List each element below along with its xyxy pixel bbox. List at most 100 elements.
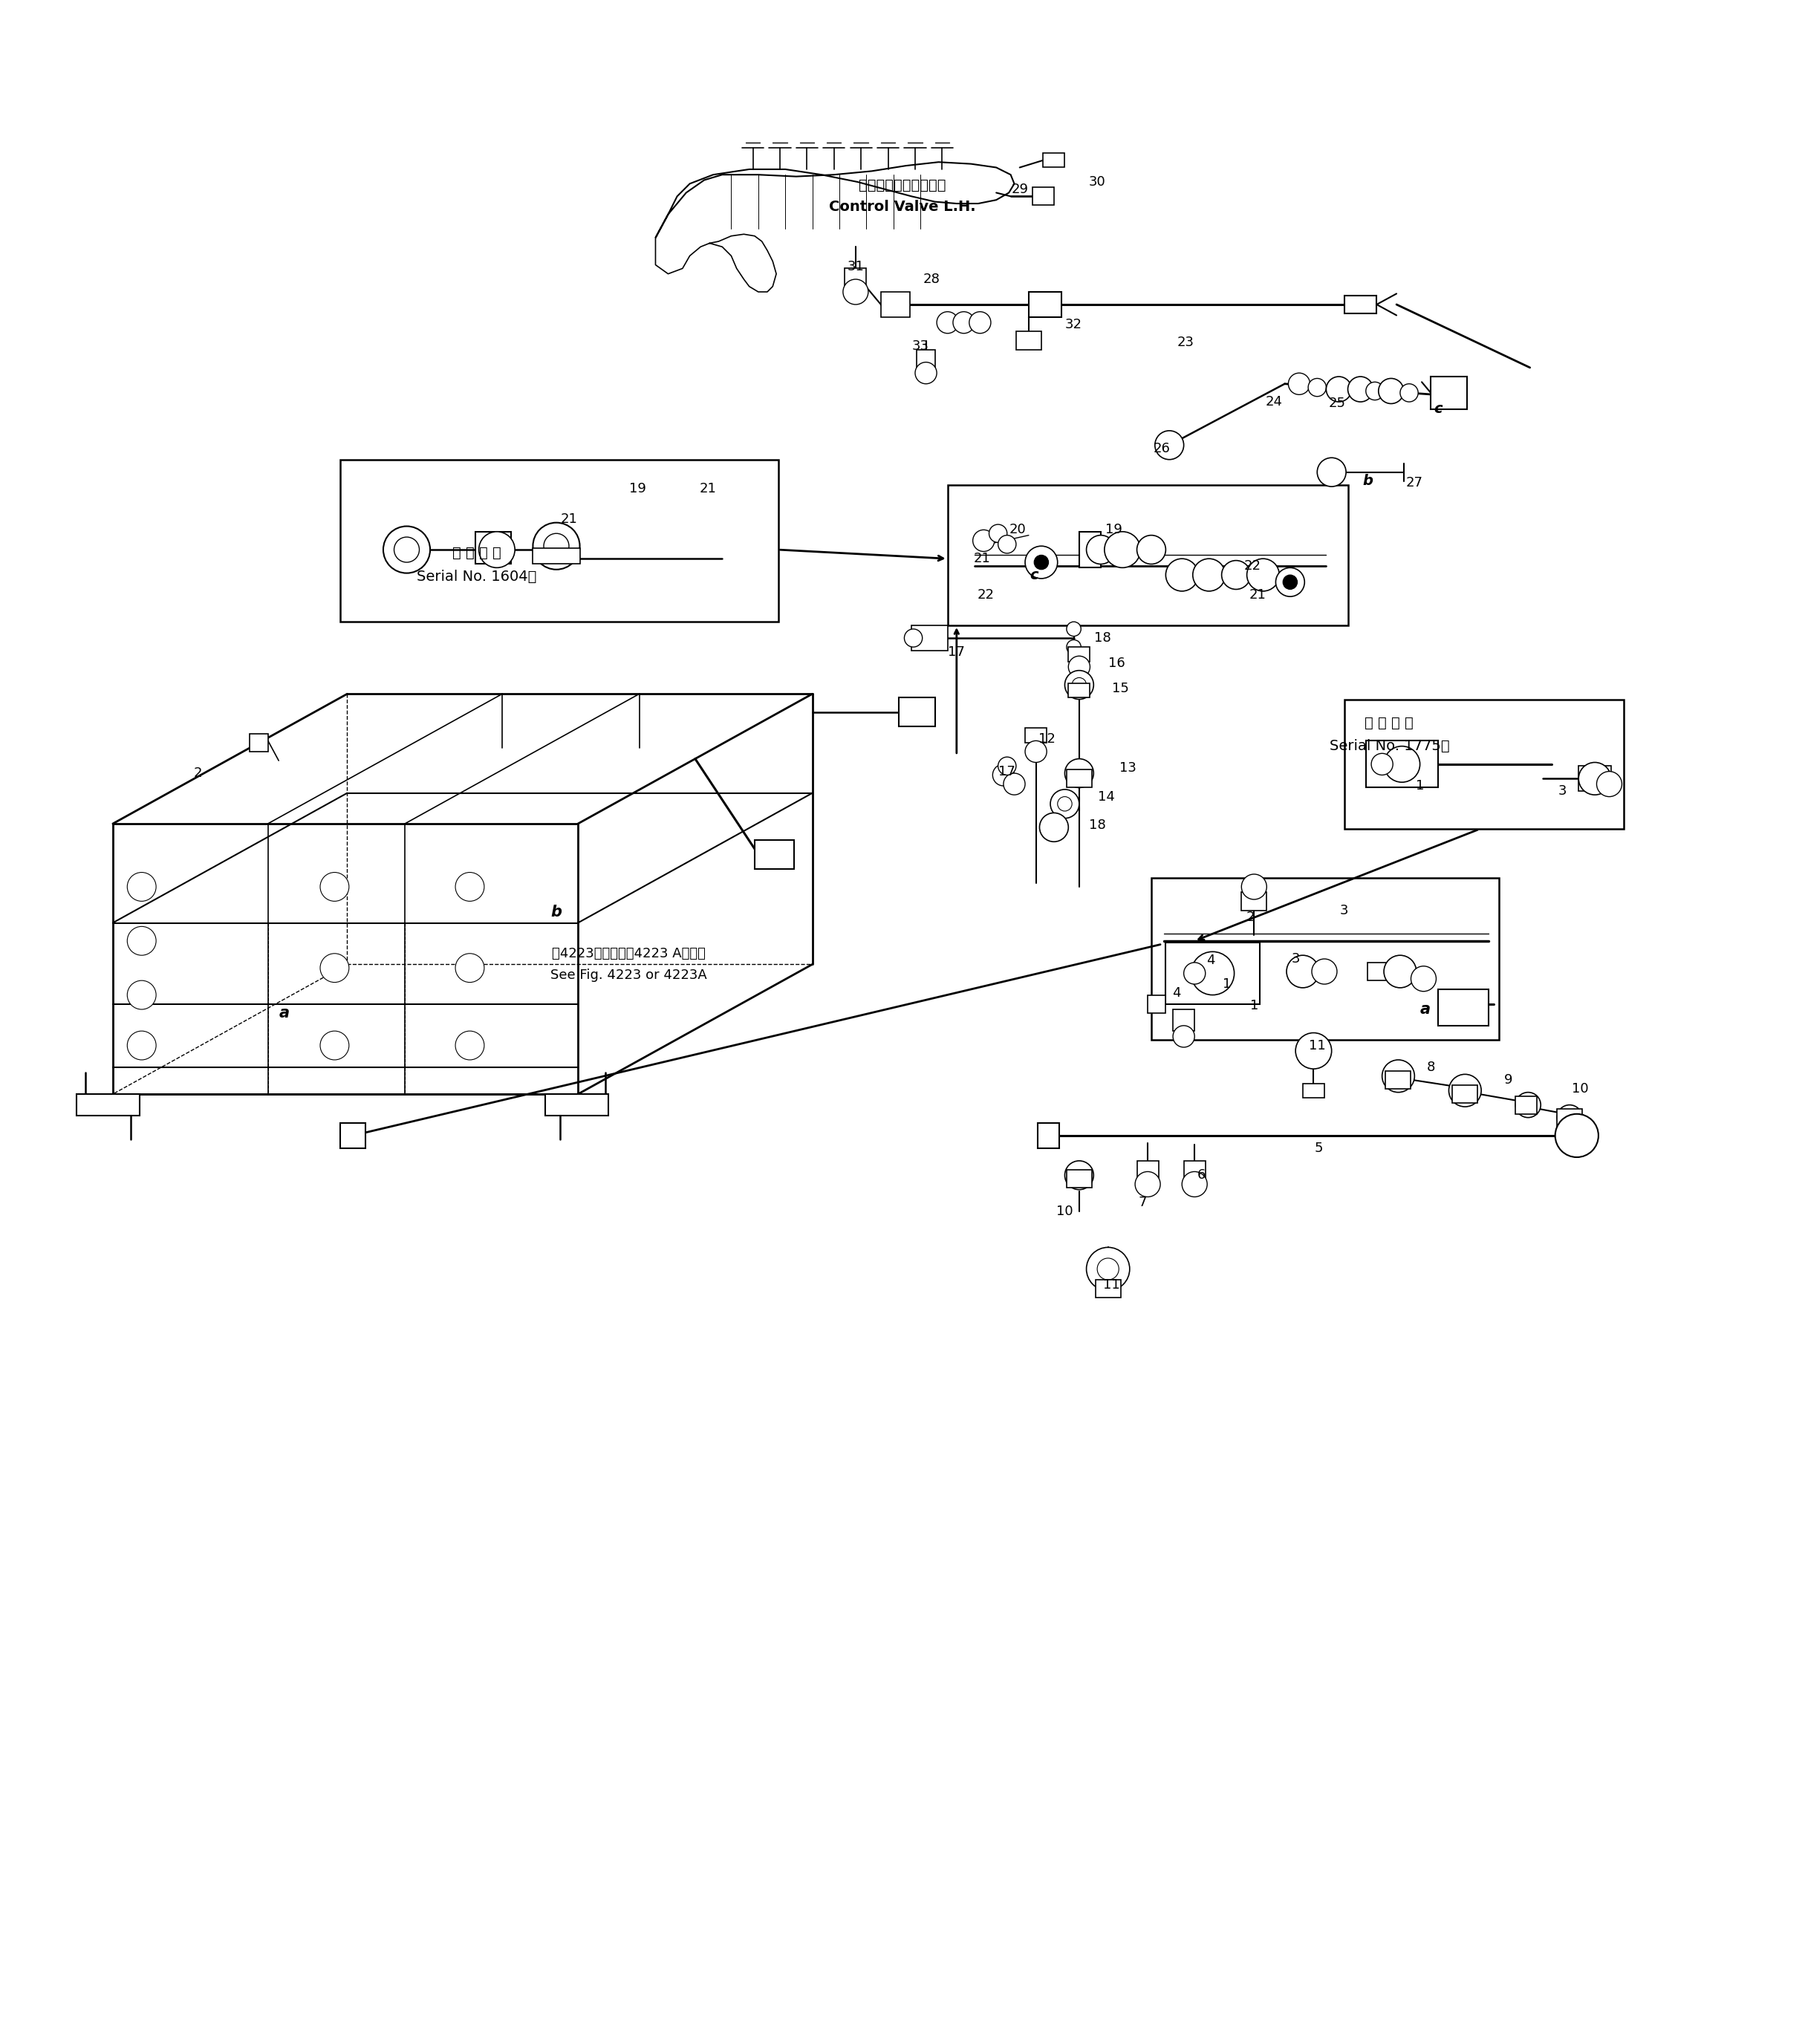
Circle shape bbox=[1247, 558, 1280, 591]
Text: 4: 4 bbox=[1206, 955, 1215, 967]
Circle shape bbox=[1025, 546, 1058, 578]
Bar bbox=[1067, 771, 1092, 787]
Circle shape bbox=[1366, 382, 1384, 401]
Circle shape bbox=[1296, 1032, 1332, 1069]
Bar bbox=[1242, 891, 1267, 910]
Circle shape bbox=[993, 764, 1014, 785]
Text: 19: 19 bbox=[628, 482, 646, 495]
Circle shape bbox=[1384, 955, 1417, 987]
Circle shape bbox=[1065, 758, 1094, 787]
Circle shape bbox=[1222, 560, 1251, 589]
Circle shape bbox=[1309, 378, 1327, 397]
Circle shape bbox=[1516, 1091, 1541, 1118]
Circle shape bbox=[973, 529, 995, 552]
Bar bbox=[754, 840, 794, 869]
Bar bbox=[1096, 1280, 1121, 1298]
Text: 2: 2 bbox=[193, 766, 202, 781]
Bar bbox=[1431, 376, 1467, 409]
Circle shape bbox=[904, 630, 922, 648]
Circle shape bbox=[1137, 536, 1166, 564]
Text: Serial No. 1775～: Serial No. 1775～ bbox=[1328, 740, 1449, 754]
Circle shape bbox=[1318, 458, 1347, 486]
Circle shape bbox=[455, 1030, 484, 1061]
Circle shape bbox=[126, 1030, 155, 1061]
Text: 1: 1 bbox=[1222, 977, 1231, 991]
Circle shape bbox=[1058, 797, 1072, 811]
Circle shape bbox=[319, 953, 348, 983]
Circle shape bbox=[1087, 536, 1115, 564]
Bar bbox=[1079, 531, 1101, 568]
Text: 27: 27 bbox=[1406, 476, 1422, 491]
Bar bbox=[1043, 153, 1065, 168]
Circle shape bbox=[953, 311, 975, 333]
Circle shape bbox=[1065, 1161, 1094, 1190]
Bar bbox=[912, 625, 948, 650]
Circle shape bbox=[1558, 1106, 1583, 1130]
Text: 18: 18 bbox=[1094, 632, 1112, 644]
Bar bbox=[78, 1094, 139, 1116]
Text: c: c bbox=[1031, 568, 1038, 583]
Circle shape bbox=[1191, 953, 1235, 995]
Bar bbox=[339, 1122, 365, 1149]
Bar bbox=[1069, 683, 1090, 697]
Circle shape bbox=[937, 311, 958, 333]
Circle shape bbox=[969, 311, 991, 333]
Circle shape bbox=[1004, 773, 1025, 795]
Text: a: a bbox=[1421, 1002, 1431, 1016]
Text: c: c bbox=[1433, 403, 1442, 417]
Circle shape bbox=[1242, 875, 1267, 899]
Circle shape bbox=[319, 873, 348, 901]
Text: 適 用 号 機: 適 用 号 機 bbox=[1365, 715, 1413, 730]
Circle shape bbox=[1384, 746, 1421, 783]
Bar bbox=[1173, 1010, 1195, 1030]
Circle shape bbox=[1065, 670, 1094, 699]
Bar bbox=[545, 1094, 608, 1116]
Circle shape bbox=[383, 525, 430, 572]
Text: See Fig. 4223 or 4223A: See Fig. 4223 or 4223A bbox=[551, 969, 708, 981]
Bar bbox=[1453, 1085, 1478, 1104]
Bar bbox=[917, 350, 935, 368]
Circle shape bbox=[1556, 1114, 1599, 1157]
Circle shape bbox=[989, 525, 1007, 542]
Text: Control Valve L.H.: Control Valve L.H. bbox=[828, 200, 977, 215]
Text: 21: 21 bbox=[561, 513, 578, 525]
Text: b: b bbox=[551, 905, 561, 920]
Text: 22: 22 bbox=[977, 589, 995, 601]
Bar bbox=[1025, 728, 1047, 742]
Circle shape bbox=[1155, 431, 1184, 460]
Bar bbox=[1032, 188, 1054, 204]
Text: 3: 3 bbox=[1291, 953, 1300, 965]
Bar bbox=[899, 697, 935, 726]
Text: 3: 3 bbox=[1558, 785, 1567, 797]
Circle shape bbox=[1166, 558, 1199, 591]
Circle shape bbox=[1025, 740, 1047, 762]
Text: 5: 5 bbox=[1314, 1141, 1323, 1155]
Bar bbox=[1069, 648, 1090, 662]
Bar bbox=[1516, 1096, 1538, 1114]
Polygon shape bbox=[655, 161, 1014, 237]
Bar bbox=[339, 460, 778, 621]
Text: 6: 6 bbox=[1197, 1169, 1206, 1181]
Text: 10: 10 bbox=[1056, 1204, 1074, 1218]
Circle shape bbox=[1135, 1171, 1161, 1198]
Text: 17: 17 bbox=[948, 646, 966, 658]
Bar bbox=[1345, 296, 1377, 313]
Circle shape bbox=[1412, 967, 1437, 991]
Bar bbox=[845, 268, 866, 286]
Circle shape bbox=[1287, 955, 1319, 987]
Text: 18: 18 bbox=[1088, 820, 1106, 832]
Bar bbox=[1166, 942, 1260, 1004]
Text: 22: 22 bbox=[1244, 560, 1262, 572]
Text: 17: 17 bbox=[998, 764, 1016, 779]
Text: 11: 11 bbox=[1103, 1278, 1121, 1292]
Circle shape bbox=[532, 523, 579, 570]
Bar bbox=[1137, 1161, 1159, 1179]
Circle shape bbox=[1040, 814, 1069, 842]
Bar bbox=[532, 548, 579, 564]
Circle shape bbox=[1449, 1075, 1482, 1106]
Text: b: b bbox=[1363, 474, 1374, 489]
Bar bbox=[475, 531, 511, 564]
Text: 1: 1 bbox=[1415, 779, 1424, 793]
Circle shape bbox=[1173, 1026, 1195, 1047]
Text: 28: 28 bbox=[922, 272, 940, 286]
